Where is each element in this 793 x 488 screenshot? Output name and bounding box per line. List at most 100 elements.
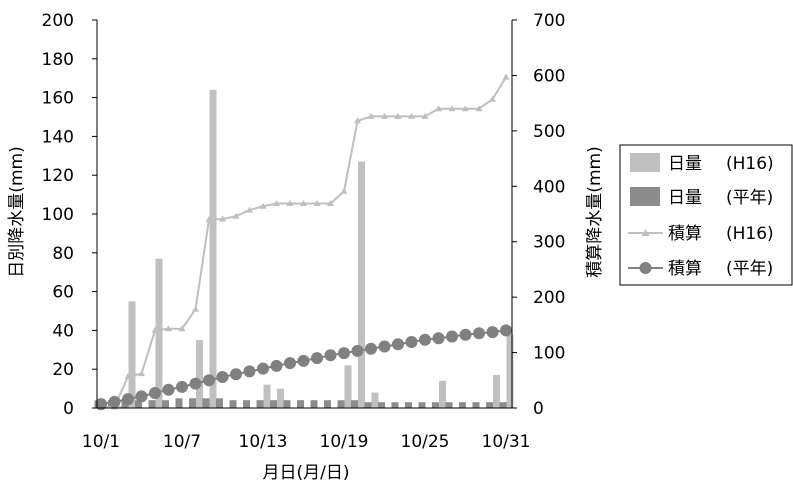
point-cumulative-average: [351, 344, 364, 357]
point-cumulative-average: [338, 347, 350, 360]
y-tick-label-left: 160: [42, 89, 74, 109]
bar-daily-average: [337, 400, 345, 408]
x-tick-label: 10/7: [163, 432, 201, 452]
bar-daily-h16: [209, 89, 217, 409]
bar-daily-h16: [196, 340, 203, 408]
bar-daily-average: [418, 402, 426, 408]
point-cumulative-h16: [462, 105, 469, 112]
legend-tag-cumulative-average: (平年): [726, 259, 773, 279]
bar-daily-average: [364, 402, 372, 408]
point-cumulative-average: [243, 365, 256, 378]
point-cumulative-average: [392, 338, 404, 351]
bar-daily-average: [175, 398, 183, 408]
legend-marker-circle: [639, 262, 652, 274]
point-cumulative-h16: [421, 112, 429, 119]
y-tick-label-right: 400: [533, 177, 565, 197]
point-cumulative-h16: [435, 105, 442, 112]
point-cumulative-h16: [178, 325, 186, 332]
x-tick-label: 10/25: [401, 432, 450, 452]
y-tick-label-left: 40: [52, 321, 74, 341]
bar-daily-average: [432, 402, 439, 408]
point-cumulative-average: [176, 380, 188, 393]
point-cumulative-average: [324, 349, 337, 362]
point-cumulative-h16: [151, 326, 159, 333]
y-tick-label-right: 0: [533, 399, 544, 419]
bar-daily-average: [297, 400, 304, 408]
point-cumulative-average: [257, 362, 269, 375]
point-cumulative-h16: [205, 216, 213, 222]
bar-daily-h16: [371, 392, 379, 408]
point-cumulative-h16: [286, 200, 294, 206]
legend: 日量 (H16) 日量 (平年) 積算 (H16) 積算 (平年): [619, 144, 793, 286]
point-cumulative-average: [446, 330, 458, 343]
point-cumulative-h16: [367, 112, 375, 119]
point-cumulative-h16: [300, 200, 307, 206]
bar-daily-average: [256, 400, 264, 408]
point-cumulative-average: [486, 326, 499, 339]
y-tick-label-left: 20: [52, 360, 74, 380]
point-cumulative-h16: [273, 200, 280, 206]
y-tick-label-right: 300: [533, 233, 565, 253]
y-tick-label-left: 120: [42, 166, 74, 186]
bar-daily-average: [351, 400, 358, 408]
bar-daily-h16: [493, 375, 500, 408]
bar-daily-average: [135, 400, 142, 408]
point-cumulative-average: [378, 340, 391, 353]
point-cumulative-h16: [340, 187, 348, 194]
y-tick-label-right: 100: [533, 344, 565, 364]
point-cumulative-average: [108, 395, 121, 408]
point-cumulative-h16: [165, 325, 172, 332]
point-cumulative-h16: [124, 372, 132, 379]
legend-tag-daily-average: (平年): [726, 188, 773, 208]
point-cumulative-h16: [408, 112, 415, 119]
tick-labels: 0 20 40 60 80 100 120 140 160 180 200 0 100 200 300 400…: [42, 11, 566, 452]
point-cumulative-average: [459, 328, 472, 341]
bar-daily-average: [202, 398, 210, 408]
x-tick-label: 10/1: [82, 432, 120, 452]
bar-daily-h16: [358, 161, 365, 408]
point-cumulative-average: [203, 374, 215, 387]
point-cumulative-h16: [192, 305, 199, 312]
point-cumulative-average: [419, 333, 431, 346]
bar-daily-average: [189, 398, 196, 408]
bar-daily-h16: [439, 380, 446, 408]
point-cumulative-average: [135, 390, 148, 403]
point-cumulative-h16: [232, 212, 240, 219]
point-cumulative-average: [473, 327, 485, 340]
bar-daily-h16: [155, 258, 163, 408]
bar-daily-average: [243, 400, 250, 408]
bar-series-daily-h16: [101, 89, 514, 409]
point-cumulative-average: [432, 332, 445, 345]
point-cumulative-h16: [313, 200, 321, 206]
y-axis-title-right: 積算降水量(mm): [585, 146, 605, 277]
point-cumulative-h16: [354, 117, 361, 124]
bar-daily-average: [445, 402, 453, 408]
bar-daily-average: [270, 400, 277, 408]
bar-daily-h16: [263, 384, 271, 408]
legend-label-daily-h16: 日量: [668, 154, 702, 174]
legend-label-cumulative-average: 積算: [668, 259, 702, 279]
bar-daily-average: [472, 402, 480, 408]
y-tick-label-right: 200: [533, 288, 565, 308]
point-cumulative-h16: [381, 112, 388, 119]
bar-daily-average: [391, 402, 399, 408]
point-cumulative-average: [149, 387, 161, 399]
bar-daily-average: [283, 400, 291, 408]
legend-label-daily-average: 日量: [668, 188, 702, 208]
bar-daily-h16: [115, 406, 122, 408]
y-tick-label-left: 140: [42, 127, 74, 147]
bar-daily-average: [486, 402, 493, 408]
bar-daily-average: [499, 402, 507, 408]
y-tick-label-left: 100: [42, 205, 74, 225]
point-cumulative-average: [500, 324, 512, 337]
point-cumulative-h16: [327, 200, 334, 206]
bar-daily-h16: [506, 334, 514, 408]
bar-daily-average: [378, 402, 385, 408]
bar-daily-h16: [344, 365, 352, 408]
y-tick-label-left: 60: [52, 283, 74, 303]
point-cumulative-average: [297, 354, 310, 367]
legend-swatch-daily-average: [630, 187, 660, 206]
point-cumulative-h16: [489, 95, 496, 102]
bar-daily-average: [310, 400, 318, 408]
point-cumulative-h16: [475, 105, 483, 112]
